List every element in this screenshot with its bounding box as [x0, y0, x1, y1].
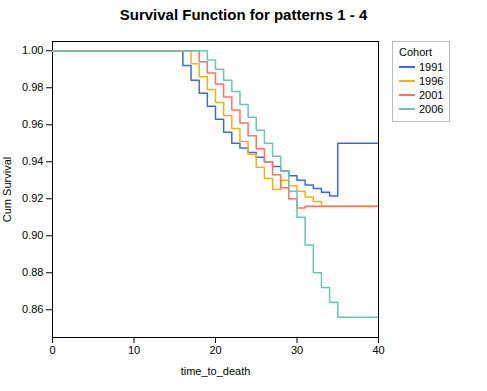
svg-text:0.86: 0.86	[22, 303, 43, 315]
svg-text:0: 0	[49, 344, 55, 356]
svg-text:30: 30	[291, 344, 303, 356]
html-text:2006: 2006	[419, 103, 444, 115]
svg-text:0.90: 0.90	[22, 229, 43, 241]
html-text:Cohort: Cohort	[399, 46, 432, 58]
html-text:1991: 1991	[419, 61, 444, 73]
svg-text:0.96: 0.96	[22, 118, 43, 130]
html-text:Survival Function for patterns: Survival Function for patterns 1 - 4	[119, 6, 368, 23]
svg-text:0.92: 0.92	[22, 192, 43, 204]
svg-text:1.00: 1.00	[22, 44, 43, 56]
html-text:1996: 1996	[419, 75, 444, 87]
svg-text:time_to_death: time_to_death	[181, 365, 251, 377]
svg-text:Cum Survival: Cum Survival	[1, 157, 13, 222]
svg-text:0.94: 0.94	[22, 155, 43, 167]
svg-text:40: 40	[372, 344, 384, 356]
svg-text:10: 10	[128, 344, 140, 356]
svg-text:20: 20	[209, 344, 221, 356]
svg-text:0.88: 0.88	[22, 266, 43, 278]
svg-text:0.98: 0.98	[22, 81, 43, 93]
html-text:2001: 2001	[419, 89, 444, 101]
